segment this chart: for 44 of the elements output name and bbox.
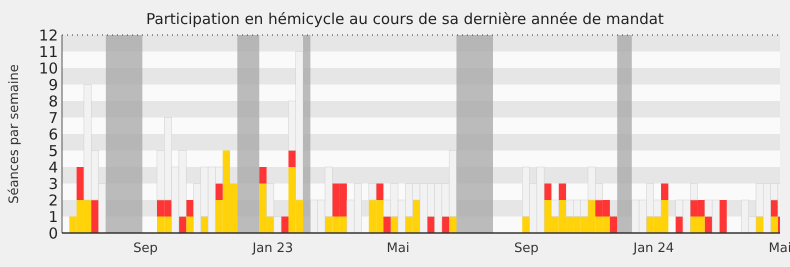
y-tick-label: 10 <box>38 59 58 78</box>
y-tick-label: 11 <box>38 42 58 61</box>
bar <box>383 216 391 233</box>
y-axis-title: Séances par semaine <box>7 64 22 204</box>
bar <box>186 216 194 233</box>
bar <box>376 184 384 200</box>
bar <box>544 184 552 200</box>
y-tick-label: 1 <box>48 208 58 226</box>
y-tick-label: 9 <box>48 76 58 94</box>
bar <box>91 200 99 233</box>
y-tick-label: 6 <box>48 125 58 144</box>
bar <box>200 216 208 233</box>
bar <box>610 216 618 233</box>
y-tick-label: 8 <box>48 92 58 110</box>
bar <box>259 167 267 184</box>
bar <box>76 167 84 200</box>
y-tick-label: 5 <box>48 142 58 160</box>
x-tick-label: Mai <box>386 241 410 256</box>
bar <box>390 216 398 233</box>
bar <box>288 150 296 167</box>
y-tick-label: 2 <box>48 191 58 210</box>
bar <box>558 184 566 200</box>
y-tick-label: 0 <box>48 224 58 242</box>
bar <box>719 200 727 233</box>
x-tick-label: Jan 23 <box>251 241 294 256</box>
bar <box>676 216 683 233</box>
x-tick-label: Sep <box>133 241 158 256</box>
bar <box>551 200 560 217</box>
x-tick-label: Sep <box>514 241 539 256</box>
bar <box>449 216 456 233</box>
y-tick-label: 4 <box>48 158 58 176</box>
bar <box>281 216 288 233</box>
bar <box>522 216 530 233</box>
y-tick-label: 3 <box>48 174 58 193</box>
bar <box>215 184 223 200</box>
x-tick-label: Mai <box>768 241 790 256</box>
bar <box>442 216 450 233</box>
y-tick-label: 7 <box>48 108 58 127</box>
chart-title: Participation en hémicycle au cours de sa dernière année de mandat <box>146 10 664 28</box>
bar <box>661 184 668 200</box>
y-tick-label: 12 <box>38 26 58 44</box>
bar <box>178 216 186 233</box>
bar <box>704 216 712 233</box>
x-tick-label: Jan 24 <box>632 241 674 256</box>
